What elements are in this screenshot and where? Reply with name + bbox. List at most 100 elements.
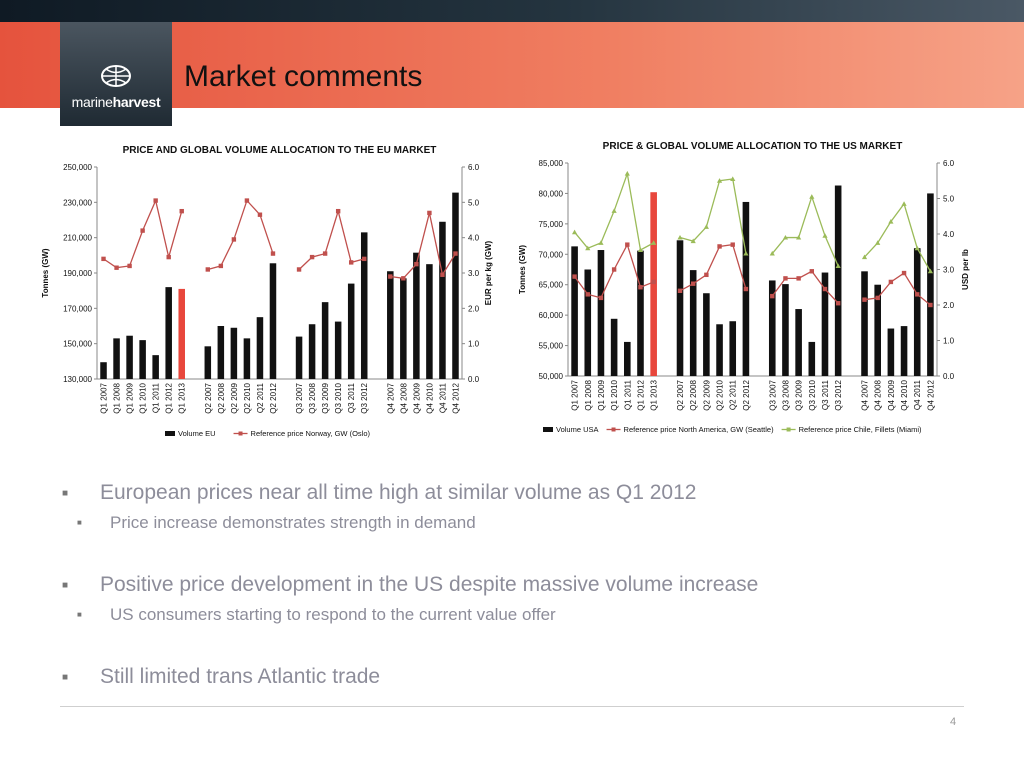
eu-price-point — [140, 228, 145, 233]
eu-volume-bar — [400, 278, 407, 379]
eu-volume-bar — [230, 327, 238, 379]
us-category-label: Q2 2010 — [716, 379, 725, 410]
us-price-point — [796, 276, 801, 281]
eu-category-label: Q4 2007 — [386, 382, 395, 413]
us-price-point — [677, 234, 683, 240]
eu-price-point — [309, 254, 315, 260]
us-price-point — [770, 293, 775, 299]
eu-volume-bar — [165, 287, 172, 379]
us-price-point — [822, 286, 828, 292]
us-legend-label: Reference price Chile, Fillets (Miami) — [799, 425, 922, 434]
us-chart-title: PRICE & GLOBAL VOLUME ALLOCATION TO THE … — [603, 141, 903, 152]
eu-price-point — [348, 260, 354, 265]
logo-wordmark: marineharvest — [60, 94, 172, 110]
us-left-tick-label: 75,000 — [539, 220, 564, 229]
eu-category-label: Q1 2010 — [139, 382, 148, 413]
logo-part-1: marine — [71, 94, 113, 110]
eu-right-tick-label: 3.0 — [468, 269, 480, 278]
us-price-line-segment — [771, 194, 839, 267]
us-category-label: Q3 2012 — [834, 379, 843, 410]
us-volume-bar — [768, 280, 776, 376]
us-category-label: Q2 2009 — [702, 379, 711, 410]
eu-category-label: Q2 2011 — [256, 382, 265, 413]
eu-price-point — [114, 265, 119, 270]
bullet-3: Still limited trans Atlantic trade — [100, 665, 381, 688]
eu-price-point — [153, 198, 158, 203]
us-volume-bar — [571, 246, 578, 376]
us-price-point — [717, 244, 722, 249]
us-price-point — [704, 272, 709, 278]
eu-legend-swatch — [165, 431, 175, 436]
us-volume-bar — [821, 272, 829, 376]
eu-volume-bar — [426, 264, 433, 379]
eu-category-label: Q2 2010 — [243, 382, 252, 413]
top-dark-bar — [0, 0, 1024, 22]
eu-volume-bar — [452, 192, 459, 379]
eu-price-point — [179, 208, 184, 214]
us-category-label: Q1 2013 — [650, 379, 659, 410]
us-category-label: Q1 2010 — [610, 379, 619, 410]
eu-right-tick-label: 2.0 — [468, 304, 480, 313]
eu-right-tick-label: 4.0 — [468, 234, 480, 243]
us-right-tick-label: 3.0 — [943, 266, 955, 275]
eu-volume-bar — [256, 317, 264, 379]
eu-volume-bar — [295, 336, 303, 379]
us-volume-bar — [887, 328, 895, 376]
eu-price-point — [440, 272, 445, 277]
eu-category-label: Q2 2009 — [230, 382, 239, 413]
eu-volume-bar — [387, 271, 394, 379]
us-price-point — [782, 234, 789, 240]
us-price-point — [598, 295, 604, 301]
eu-price-point — [362, 256, 367, 262]
eu-price-point — [166, 254, 171, 260]
us-price-point — [835, 301, 841, 306]
us-price-point — [928, 302, 933, 308]
eu-price-point — [257, 212, 263, 217]
us-category-label: Q2 2008 — [689, 379, 698, 410]
us-price-point — [690, 238, 696, 244]
us-price-point — [730, 176, 736, 181]
us-category-label: Q4 2010 — [900, 379, 909, 410]
us-price-point — [783, 276, 788, 281]
eu-volume-bar — [152, 355, 159, 379]
us-price-point — [651, 240, 657, 245]
eu-price-point — [388, 274, 393, 279]
eu-volume-bar — [439, 221, 446, 379]
eu-category-label: Q1 2008 — [113, 382, 122, 413]
us-price-point — [888, 279, 894, 285]
us-category-label: Q3 2011 — [821, 379, 830, 410]
logo-part-2: harvest — [112, 94, 161, 110]
us-category-label: Q4 2011 — [913, 379, 922, 410]
bullet-1-sub: Price increase demonstrates strength in … — [110, 513, 476, 532]
us-volume-bar — [597, 250, 605, 376]
us-category-label: Q4 2009 — [887, 379, 896, 410]
us-price-line-segment — [771, 270, 839, 304]
eu-category-label: Q2 2012 — [269, 382, 278, 413]
eu-category-label: Q4 2012 — [451, 382, 460, 413]
us-price-point — [809, 269, 815, 274]
us-left-tick-label: 80,000 — [539, 189, 564, 198]
eu-price-point — [335, 208, 341, 214]
eu-category-label: Q1 2013 — [178, 382, 187, 413]
eu-volume-bar — [347, 283, 355, 379]
us-price-point — [585, 292, 590, 297]
bullet-1: European prices near all time high at si… — [100, 481, 697, 504]
us-left-tick-label: 70,000 — [539, 250, 564, 259]
eu-price-point — [127, 263, 132, 269]
bullet-2-marker: ■ — [62, 580, 69, 591]
eu-volume-bar — [139, 340, 146, 379]
us-price-point — [637, 247, 644, 252]
eu-category-label: Q4 2011 — [438, 382, 447, 413]
us-volume-bar — [703, 293, 710, 376]
eu-category-label: Q2 2008 — [217, 382, 226, 413]
eu-volume-bar — [321, 302, 329, 379]
us-category-label: Q2 2011 — [729, 379, 738, 410]
us-price-point — [901, 201, 907, 206]
globe-fish-icon — [101, 65, 131, 87]
us-price-point — [730, 242, 735, 247]
us-category-label: Q1 2011 — [623, 379, 632, 410]
us-legend-label: Reference price North America, GW (Seatt… — [624, 425, 775, 434]
us-volume-bar — [624, 341, 631, 376]
eu-right-tick-label: 0.0 — [468, 375, 480, 384]
